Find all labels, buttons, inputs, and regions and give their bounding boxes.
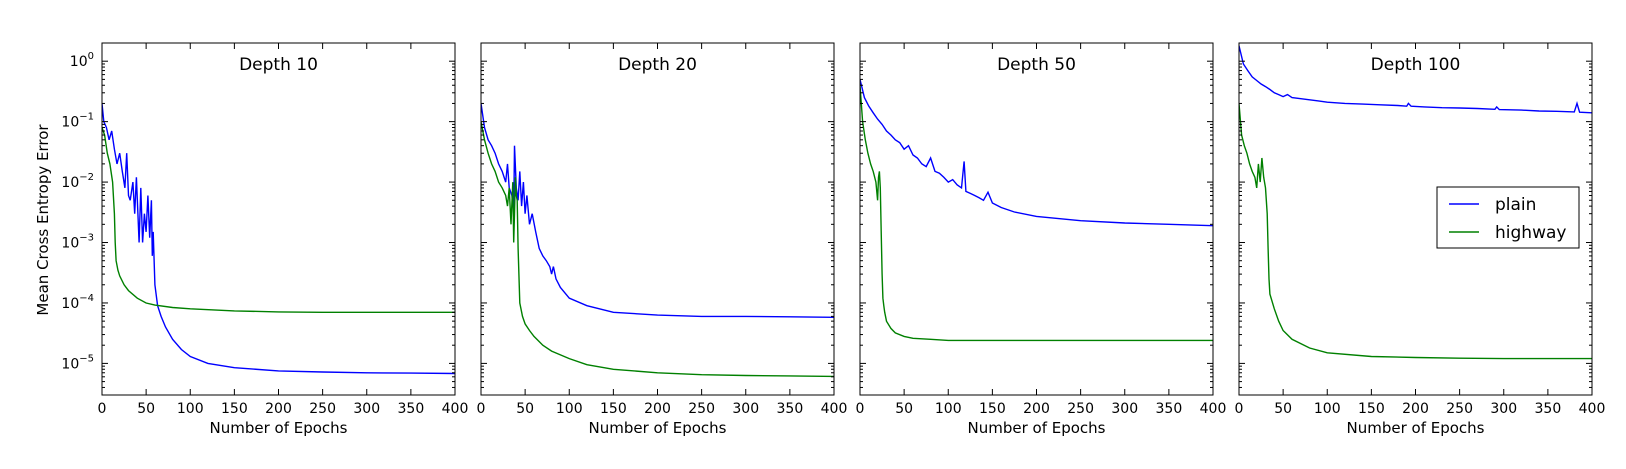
x-tick-label: 50 <box>1274 401 1292 417</box>
series-line-highway <box>1239 103 1592 360</box>
panel-1: 0 50 100 150 200 250 300 350 400 100 10−1 10−2 10−3 1… <box>61 42 469 437</box>
x-tick-label: 300 <box>1490 401 1517 417</box>
x-tick-label: 50 <box>516 401 534 417</box>
panel-title: Depth 20 <box>618 55 697 75</box>
series-line-plain <box>481 103 834 318</box>
x-axis-label: Number of Epochs <box>210 419 348 437</box>
y-tick-label: 100 <box>70 51 94 70</box>
axes-frame <box>480 42 835 396</box>
x-tick-label: 350 <box>777 401 804 417</box>
x-tick-label: 50 <box>137 401 155 417</box>
x-tick-label: 350 <box>1535 401 1562 417</box>
x-tick-label: 300 <box>353 401 380 417</box>
x-tick-label: 0 <box>1235 401 1244 417</box>
x-tick-label: 250 <box>309 401 336 417</box>
x-tick-label: 200 <box>1402 401 1429 417</box>
x-tick-label: 100 <box>177 401 204 417</box>
x-tick-label: 400 <box>821 401 848 417</box>
legend: plain highway <box>1436 186 1580 249</box>
y-axis-label: Mean Cross Entropy Error <box>34 124 52 316</box>
legend-label-plain: plain <box>1495 195 1536 215</box>
x-tick-label: 250 <box>688 401 715 417</box>
panel-title: Depth 100 <box>1371 55 1461 75</box>
x-tick-label: 350 <box>1156 401 1183 417</box>
x-tick-label: 300 <box>732 401 759 417</box>
panel-3: 0 50 100 150 200 250 300 350 400 Depth 50 Number o… <box>856 42 1227 437</box>
x-tick-label: 350 <box>398 401 425 417</box>
x-tick-label: 250 <box>1067 401 1094 417</box>
series-line-plain <box>1239 45 1592 114</box>
series-line-plain <box>860 79 1213 227</box>
y-tick-label: 10−3 <box>61 233 94 252</box>
series-line-highway <box>860 85 1213 342</box>
x-tick-label: 200 <box>1023 401 1050 417</box>
x-tick-label: 100 <box>556 401 583 417</box>
x-tick-label: 200 <box>644 401 671 417</box>
y-tick-label: 10−2 <box>61 172 94 191</box>
x-tick-label: 100 <box>935 401 962 417</box>
series-line-highway <box>102 127 455 313</box>
legend-box <box>1436 186 1580 249</box>
y-tick-label: 10−1 <box>61 112 94 131</box>
x-tick-label: 0 <box>477 401 486 417</box>
y-tick-label: 10−5 <box>61 353 94 372</box>
series-line-plain <box>102 103 455 375</box>
legend-label-highway: highway <box>1495 223 1566 243</box>
y-tick-label: 10−4 <box>61 293 94 312</box>
x-tick-label: 150 <box>1358 401 1385 417</box>
series-line-highway <box>481 121 834 378</box>
panel-title: Depth 50 <box>997 55 1076 75</box>
x-axis-label: Number of Epochs <box>589 419 727 437</box>
x-tick-label: 300 <box>1111 401 1138 417</box>
axes-frame <box>101 42 456 396</box>
panel-2: 0 50 100 150 200 250 300 350 400 Depth 20 Number o… <box>477 42 848 437</box>
x-tick-label: 0 <box>98 401 107 417</box>
axes-frame <box>859 42 1214 396</box>
panel-title: Depth 10 <box>239 55 318 75</box>
x-tick-label: 150 <box>600 401 627 417</box>
x-tick-label: 400 <box>442 401 469 417</box>
x-axis-label: Number of Epochs <box>968 419 1106 437</box>
x-tick-label: 150 <box>221 401 248 417</box>
panel-4: 0 50 100 150 200 250 300 350 400 Depth 100 Number … <box>1235 42 1606 437</box>
x-tick-label: 400 <box>1579 401 1606 417</box>
x-axis-label: Number of Epochs <box>1347 419 1485 437</box>
x-tick-label: 400 <box>1200 401 1227 417</box>
x-tick-label: 0 <box>856 401 865 417</box>
x-tick-label: 100 <box>1314 401 1341 417</box>
x-tick-label: 200 <box>265 401 292 417</box>
x-tick-label: 150 <box>979 401 1006 417</box>
x-tick-label: 250 <box>1446 401 1473 417</box>
x-tick-label: 50 <box>895 401 913 417</box>
